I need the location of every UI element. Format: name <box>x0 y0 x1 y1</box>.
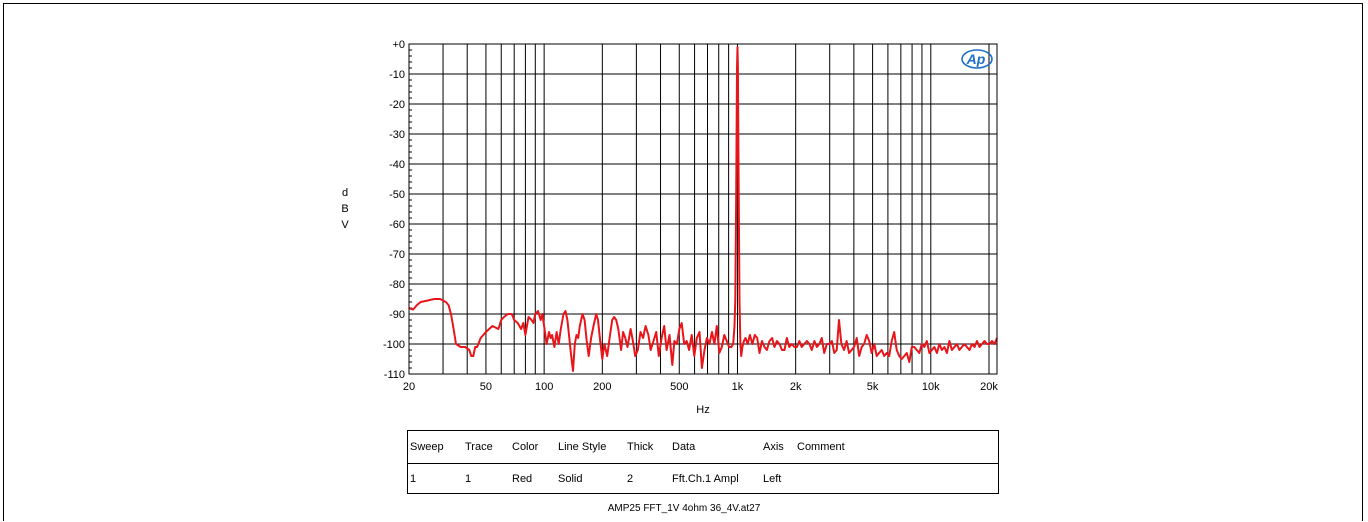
ap-logo-icon: Ap <box>961 49 993 69</box>
legend-header-thick: Thick <box>627 441 654 453</box>
legend-header-sweep: Sweep <box>410 441 444 453</box>
legend-cell-sweep: 1 <box>410 473 417 485</box>
y-tick-label: -90 <box>389 309 405 321</box>
y-tick-label: -10 <box>389 69 405 81</box>
x-tick-label: 200 <box>593 381 611 393</box>
legend-cell-data: Fft.Ch.1 Ampl <box>672 473 739 485</box>
y-tick-label: -110 <box>384 369 405 381</box>
y-tick-label: -80 <box>389 279 405 291</box>
y-tick-label: +0 <box>392 39 405 51</box>
x-tick-label: 10k <box>922 381 940 393</box>
y-tick-label: -50 <box>389 189 405 201</box>
legend-header-axis: Axis <box>763 441 784 453</box>
x-tick-label: 20k <box>980 381 998 393</box>
series-line <box>408 46 998 372</box>
series-layer <box>408 46 998 372</box>
y-tick-label: -20 <box>389 99 405 111</box>
x-tick-label: 1k <box>732 381 744 393</box>
x-tick-label: 20 <box>403 381 415 393</box>
legend-cell-color: Red <box>512 473 533 485</box>
legend-header-line-style: Line Style <box>558 441 607 453</box>
y-tick-label: -60 <box>389 219 405 231</box>
x-tick-label: 50 <box>480 381 492 393</box>
y-tick-label: -40 <box>389 159 405 171</box>
x-tick-label: 500 <box>670 381 688 393</box>
legend-header-trace: Trace <box>465 441 493 453</box>
legend-header-row: Sweep Trace Color Line Style Thick Data … <box>408 431 998 464</box>
grid-layer <box>408 43 997 375</box>
x-tick-label: 100 <box>535 381 553 393</box>
y-axis-title-d: d <box>341 187 349 199</box>
legend-header-data: Data <box>672 441 696 453</box>
legend-table: Sweep Trace Color Line Style Thick Data … <box>407 430 999 494</box>
y-tick-label: -70 <box>389 249 405 261</box>
legend-row: 1 1 Red Solid 2 Fft.Ch.1 Ampl Left <box>408 463 998 495</box>
chart-frame <box>3 3 1363 521</box>
x-tick-label: 5k <box>867 381 879 393</box>
file-name-caption: AMP25 FFT_1V 4ohm 36_4V.at27 <box>607 503 761 514</box>
y-tick-label: -30 <box>389 129 405 141</box>
legend-cell-line-style: Solid <box>558 473 583 485</box>
legend-cell-axis: Left <box>763 473 782 485</box>
x-axis-title: Hz <box>696 404 709 416</box>
legend-header-comment: Comment <box>797 441 845 453</box>
plot-area-border <box>408 43 998 375</box>
svg-text:Ap: Ap <box>966 51 986 67</box>
x-tick-label: 2k <box>790 381 802 393</box>
legend-header-color: Color <box>512 441 539 453</box>
y-axis-title-v: V <box>341 219 349 231</box>
y-axis-title-b: B <box>341 203 349 215</box>
legend-cell-thick: 2 <box>627 473 634 485</box>
legend-cell-trace: 1 <box>465 473 472 485</box>
y-tick-label: -100 <box>383 339 405 351</box>
